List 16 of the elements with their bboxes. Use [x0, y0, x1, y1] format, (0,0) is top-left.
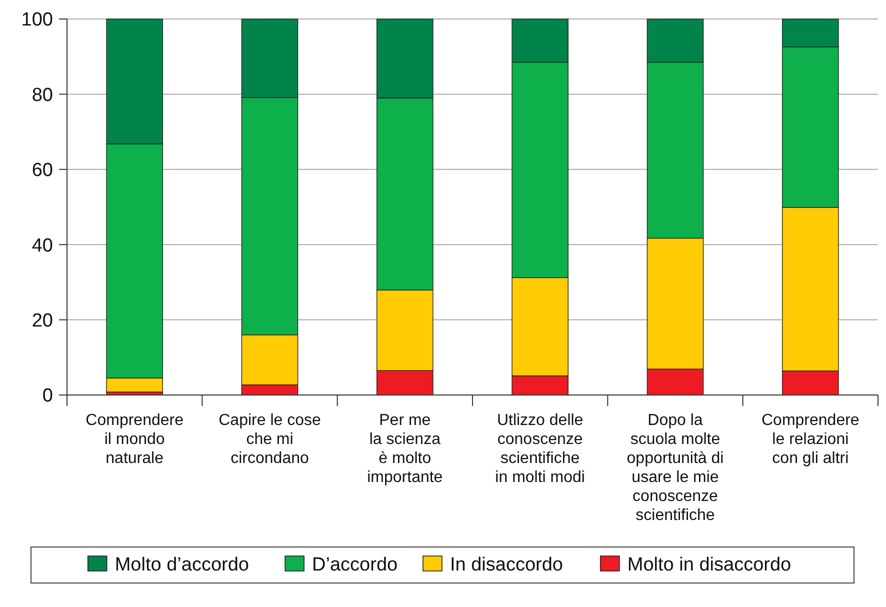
- x-tick-label: Comprendere le relazioni con gli altri: [762, 412, 860, 467]
- y-tick-label: 0: [42, 386, 53, 407]
- x-tick-label: Dopo la scuola molte opportunità di usare le mie conoscenze scientifiche: [626, 412, 724, 524]
- y-tick-label: 60: [32, 160, 53, 182]
- x-tick-label: Utlizzo delle conoscenze scientifiche in molti modi: [495, 412, 585, 486]
- legend-label: In disaccordo: [450, 554, 563, 576]
- legend-label: Molto d’accordo: [114, 554, 249, 576]
- x-tick-label: Capire le cose che mi circondano: [218, 412, 321, 467]
- y-tick-label: 80: [32, 84, 53, 106]
- y-tick-label: 20: [32, 310, 53, 332]
- y-tick-label: 100: [21, 10, 53, 31]
- x-tick-label: Per me la scienza è molto importante: [367, 412, 443, 486]
- legend-label: D’accordo: [312, 554, 398, 576]
- x-tick-label: Comprendere il mondo naturale: [86, 412, 184, 467]
- legend-label: Molto in disaccordo: [627, 554, 792, 576]
- y-tick-label: 40: [32, 235, 53, 256]
